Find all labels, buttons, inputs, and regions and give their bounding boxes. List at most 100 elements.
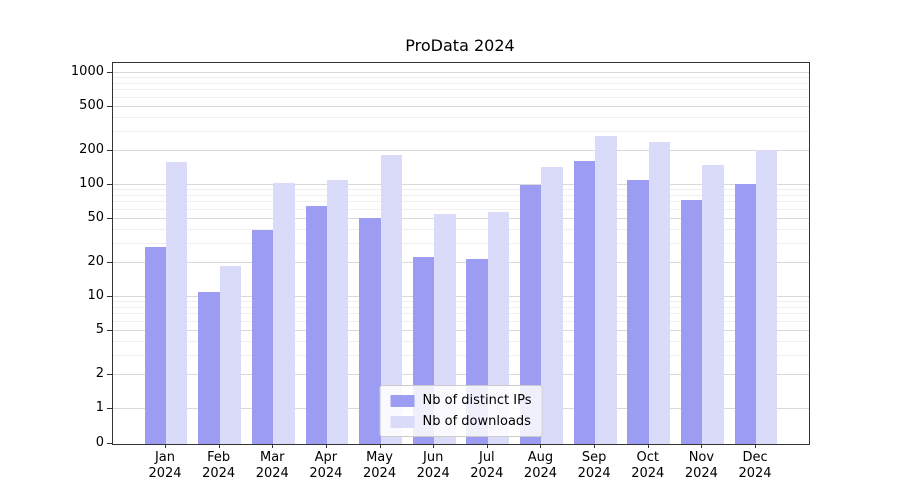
y-tick-label: 20 bbox=[87, 254, 104, 270]
gridline-minor bbox=[113, 208, 809, 210]
y-tick-label: 50 bbox=[87, 209, 104, 225]
bar-downloads-sep bbox=[595, 135, 617, 444]
x-tick-label: Aug 2024 bbox=[523, 450, 558, 481]
bar-downloads-oct bbox=[648, 142, 671, 444]
gridline-major bbox=[113, 105, 809, 107]
x-tick-label: Feb 2024 bbox=[202, 450, 236, 481]
x-tick-mark bbox=[379, 444, 381, 448]
gridline-major bbox=[113, 217, 809, 219]
legend-swatch-downloads bbox=[390, 415, 415, 428]
x-tick-label: May 2024 bbox=[363, 450, 397, 481]
gridline-major bbox=[113, 262, 809, 264]
gridline-minor bbox=[113, 301, 809, 303]
y-tick-mark bbox=[107, 296, 112, 297]
bar-downloads-jan bbox=[166, 162, 188, 444]
legend: Nb of distinct IPs Nb of downloads bbox=[379, 385, 543, 437]
y-tick-label: 5 bbox=[95, 321, 104, 337]
gridline-major bbox=[113, 184, 809, 185]
x-tick-mark bbox=[486, 444, 488, 448]
x-tick-mark bbox=[433, 444, 435, 448]
gridline-minor bbox=[113, 96, 809, 98]
x-tick-mark bbox=[701, 444, 703, 448]
y-tick-label: 0 bbox=[95, 435, 104, 450]
y-tick-mark bbox=[107, 184, 112, 185]
y-tick-label: 2 bbox=[95, 366, 104, 382]
bar-distinct-ips-jan bbox=[144, 246, 166, 444]
y-tick-label: 1 bbox=[95, 400, 104, 415]
legend-swatch-distinct-ips bbox=[390, 394, 415, 407]
x-tick-mark bbox=[755, 444, 757, 448]
bar-distinct-ips-feb bbox=[198, 292, 220, 444]
gridline-major bbox=[113, 329, 809, 331]
y-tick-label: 100 bbox=[79, 176, 104, 191]
y-tick-mark bbox=[107, 150, 112, 152]
gridline-minor bbox=[113, 89, 809, 91]
x-tick-mark bbox=[272, 444, 274, 448]
gridline-minor bbox=[113, 201, 809, 203]
y-tick-label: 1000 bbox=[70, 64, 104, 79]
gridline-major bbox=[113, 296, 809, 297]
x-tick-label: Apr 2024 bbox=[309, 450, 343, 481]
legend-item-distinct-ips: Nb of distinct IPs bbox=[390, 393, 532, 408]
bar-downloads-may bbox=[380, 155, 402, 444]
gridline-minor bbox=[113, 354, 809, 356]
bar-downloads-apr bbox=[326, 180, 349, 444]
bar-distinct-ips-apr bbox=[305, 205, 327, 444]
x-tick-mark bbox=[594, 444, 596, 448]
x-tick-mark bbox=[540, 444, 542, 448]
gridline-minor bbox=[113, 194, 809, 196]
y-tick-mark bbox=[107, 105, 112, 107]
gridline-minor bbox=[113, 306, 809, 308]
x-tick-label: Mar 2024 bbox=[255, 450, 289, 481]
gridline-minor bbox=[113, 320, 809, 322]
gridline-minor bbox=[113, 116, 809, 118]
y-tick-mark bbox=[107, 329, 112, 331]
x-tick-label: Jun 2024 bbox=[416, 450, 450, 481]
bar-distinct-ips-aug bbox=[520, 185, 542, 444]
gridline-minor bbox=[113, 228, 809, 230]
bar-distinct-ips-sep bbox=[573, 160, 596, 444]
y-tick-mark bbox=[107, 72, 112, 73]
gridline-minor bbox=[113, 340, 809, 342]
x-tick-label: Jul 2024 bbox=[470, 450, 504, 481]
y-tick-label: 500 bbox=[79, 97, 104, 113]
x-tick-label: Oct 2024 bbox=[631, 450, 665, 481]
legend-label-downloads: Nb of downloads bbox=[422, 414, 531, 429]
bar-downloads-dec bbox=[756, 150, 778, 444]
y-tick-label: 10 bbox=[87, 288, 104, 303]
y-tick-mark bbox=[107, 408, 112, 409]
bar-downloads-nov bbox=[702, 165, 724, 444]
y-tick-mark bbox=[107, 374, 112, 376]
x-tick-label: Sep 2024 bbox=[577, 450, 611, 481]
y-tick-mark bbox=[107, 262, 112, 264]
x-tick-mark bbox=[165, 444, 166, 448]
gridline-minor bbox=[113, 77, 809, 79]
bar-distinct-ips-may bbox=[359, 217, 381, 444]
legend-label-distinct-ips: Nb of distinct IPs bbox=[422, 393, 532, 408]
x-tick-label: Dec 2024 bbox=[738, 450, 772, 481]
x-tick-mark bbox=[325, 444, 327, 448]
gridline-minor bbox=[113, 313, 809, 315]
gridline-major bbox=[113, 72, 809, 73]
bar-distinct-ips-dec bbox=[734, 184, 757, 444]
bar-distinct-ips-mar bbox=[251, 229, 274, 444]
legend-item-downloads: Nb of downloads bbox=[390, 414, 532, 429]
y-tick-mark bbox=[107, 443, 112, 444]
bar-distinct-ips-nov bbox=[681, 200, 703, 444]
bar-downloads-aug bbox=[541, 166, 563, 444]
bar-distinct-ips-oct bbox=[627, 180, 649, 444]
x-tick-mark bbox=[218, 444, 220, 448]
x-tick-mark bbox=[647, 444, 649, 448]
gridline-minor bbox=[113, 189, 809, 191]
bar-downloads-mar bbox=[273, 182, 295, 444]
x-tick-label: Jan 2024 bbox=[148, 450, 182, 481]
gridline-minor bbox=[113, 130, 809, 132]
gridline-major bbox=[113, 150, 809, 152]
chart-title: ProData 2024 bbox=[405, 36, 515, 55]
y-tick-label: 200 bbox=[79, 142, 104, 158]
x-tick-label: Nov 2024 bbox=[684, 450, 718, 481]
plot-area: Nb of distinct IPs Nb of downloads bbox=[112, 62, 810, 445]
y-tick-mark bbox=[107, 217, 112, 219]
bar-downloads-feb bbox=[219, 265, 242, 444]
